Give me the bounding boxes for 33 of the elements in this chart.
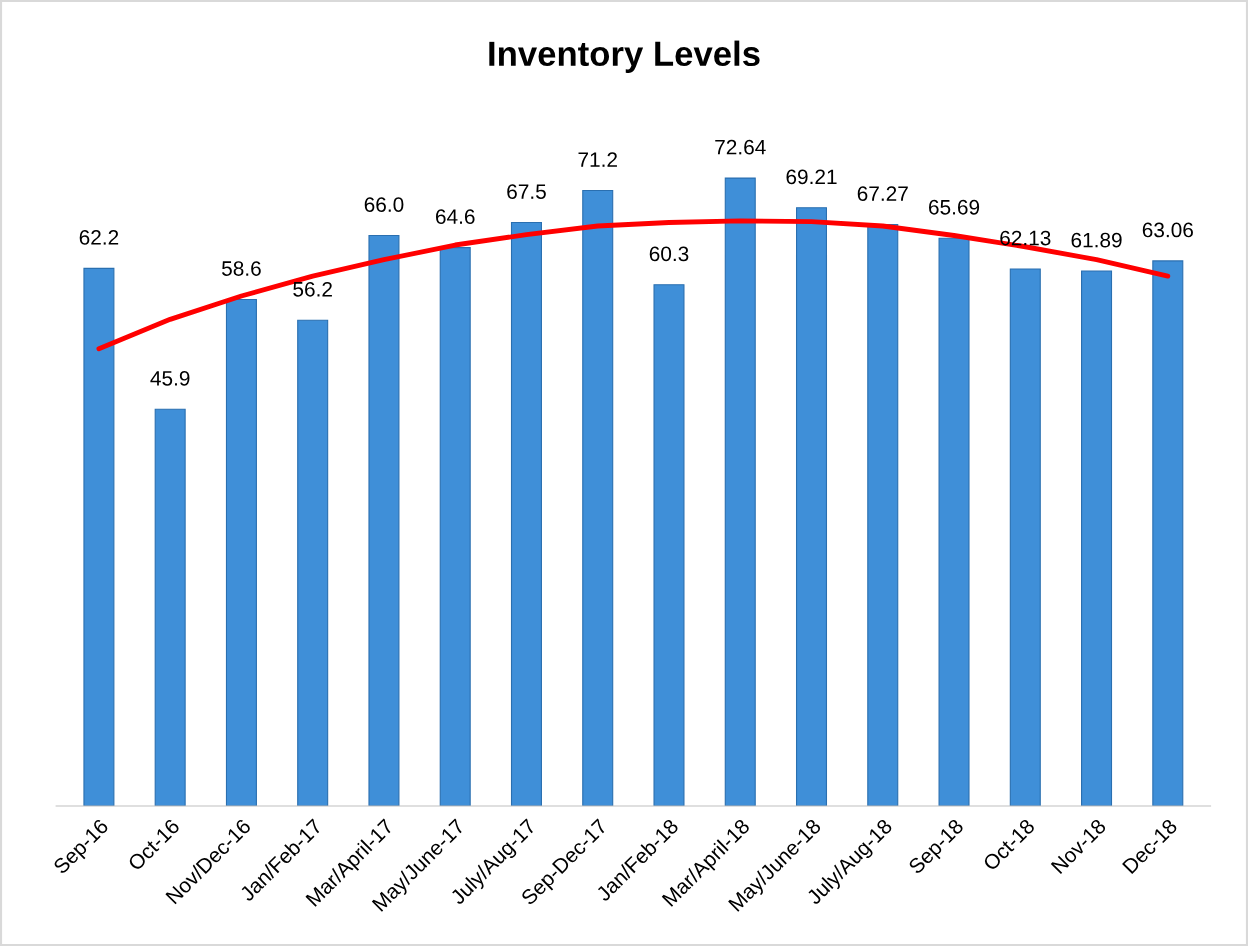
data-label: 67.27 [857, 186, 908, 201]
bar [1152, 260, 1184, 806]
data-label: 56.2 [293, 281, 332, 297]
bar [368, 234, 400, 806]
bar [439, 247, 471, 806]
chart-title: Inventory Levels [489, 40, 760, 73]
data-label: 65.69 [929, 199, 980, 215]
bar [653, 284, 685, 806]
bar [83, 267, 115, 806]
data-label: 60.3 [649, 246, 689, 262]
bar [724, 177, 756, 806]
bar [938, 237, 970, 806]
bar [1009, 268, 1041, 806]
data-label: 71.2 [578, 152, 617, 167]
bar [795, 207, 828, 806]
bar [297, 319, 329, 806]
data-label: 45.9 [150, 370, 190, 386]
data-label: 62.2 [79, 230, 119, 245]
data-label: 69.21 [786, 169, 837, 185]
data-label: 61.89 [1071, 232, 1122, 248]
data-label: 62.13 [1000, 230, 1051, 246]
data-label: 58.6 [222, 261, 261, 276]
data-label: 63.06 [1142, 222, 1193, 238]
data-label: 72.64 [715, 139, 766, 155]
bar [154, 408, 186, 806]
data-label: 64.6 [436, 209, 475, 225]
bar [582, 190, 614, 806]
bar [867, 223, 899, 806]
data-label: 67.5 [507, 184, 546, 199]
bar [225, 298, 257, 806]
bar [1081, 270, 1113, 806]
data-label: 66.0 [364, 197, 404, 212]
bar [510, 221, 542, 806]
